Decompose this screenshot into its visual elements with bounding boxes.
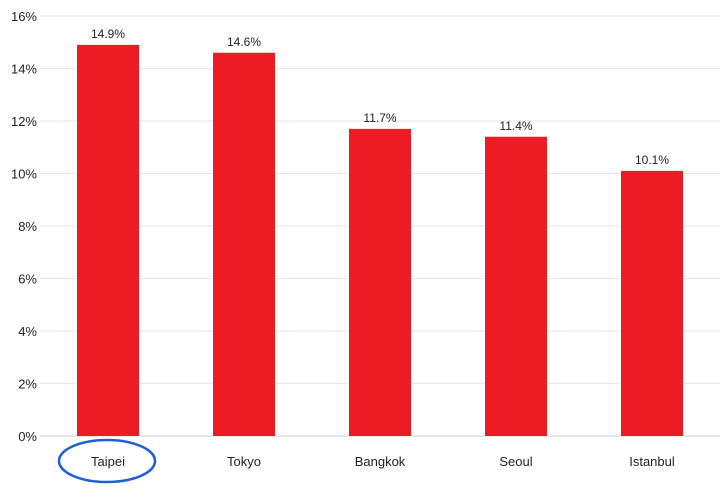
category-label: Seoul: [499, 454, 532, 469]
bar-taipei: [77, 44, 139, 436]
category-label: Taipei: [91, 454, 125, 469]
y-tick-label: 2%: [18, 377, 37, 392]
y-tick-label: 4%: [18, 324, 37, 339]
bar-tokyo: [213, 52, 275, 436]
highlight-ellipse: [57, 438, 157, 484]
y-tick-label: 8%: [18, 219, 37, 234]
data-label: 11.7%: [363, 111, 396, 125]
x-axis: Taipei Tokyo Bangkok Seoul Istanbul: [91, 454, 675, 469]
data-label: 14.6%: [227, 35, 261, 49]
y-tick-label: 12%: [11, 114, 37, 129]
data-label: 14.9%: [91, 27, 125, 41]
data-label: 11.4%: [499, 119, 532, 133]
category-label: Istanbul: [629, 454, 675, 469]
highlight-annotation: [57, 438, 157, 484]
data-label: 10.1%: [635, 153, 669, 167]
bar-seoul: [485, 136, 547, 436]
category-label: Tokyo: [227, 454, 261, 469]
y-tick-label: 16%: [11, 9, 37, 24]
y-tick-label: 14%: [11, 62, 37, 77]
category-label: Bangkok: [355, 454, 406, 469]
bar-istanbul: [621, 170, 683, 436]
bars: [77, 44, 683, 436]
y-axis: 0% 2% 4% 6% 8% 10% 12% 14% 16%: [11, 9, 37, 444]
y-tick-label: 0%: [18, 429, 37, 444]
data-labels: 14.9% 14.6% 11.7% 11.4% 10.1%: [91, 27, 669, 167]
y-tick-label: 6%: [18, 272, 37, 287]
bar-bangkok: [349, 128, 411, 436]
y-tick-label: 10%: [11, 167, 37, 182]
